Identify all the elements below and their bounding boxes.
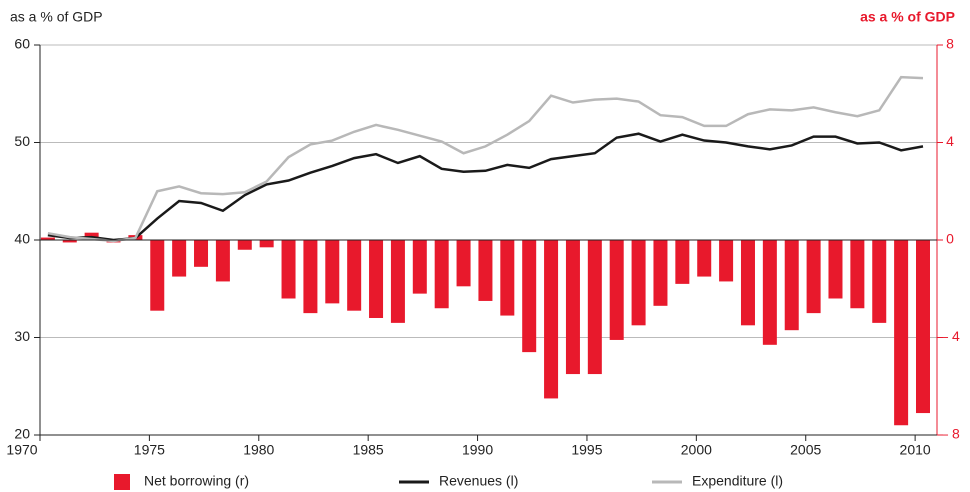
bar xyxy=(456,240,471,287)
bar xyxy=(62,240,77,243)
x-tick-label: 2005 xyxy=(790,442,821,458)
bar xyxy=(697,240,712,277)
y-tick-label: 40 xyxy=(14,231,30,247)
x-tick-label: 1995 xyxy=(571,442,602,458)
legend-label: Expenditure (l) xyxy=(692,473,783,489)
bar xyxy=(631,240,646,326)
bar xyxy=(347,240,362,311)
bar xyxy=(259,240,274,248)
bar xyxy=(806,240,821,314)
x-tick-label: 1975 xyxy=(134,442,165,458)
bar xyxy=(325,240,340,304)
bar xyxy=(412,240,427,294)
bar xyxy=(915,240,930,414)
y-axis-label: as a % of GDP xyxy=(10,9,103,25)
bar xyxy=(587,240,602,375)
bar xyxy=(215,240,230,282)
legend-label: Net borrowing (r) xyxy=(144,473,249,489)
bar xyxy=(150,240,165,311)
bar xyxy=(784,240,799,331)
bar xyxy=(303,240,318,314)
x-tick-label: 1970 xyxy=(6,442,37,458)
x-tick-label: 1990 xyxy=(462,442,493,458)
y-tick-label: 60 xyxy=(14,36,30,52)
bar xyxy=(478,240,493,301)
bar xyxy=(194,240,209,267)
bar xyxy=(850,240,865,309)
legend-swatch xyxy=(114,474,130,490)
y2-tick-label: 8 xyxy=(946,36,954,52)
y-tick-label: 50 xyxy=(14,133,30,149)
y2-tick-label: 0 xyxy=(946,231,954,247)
x-tick-label: 1980 xyxy=(243,442,274,458)
bar xyxy=(522,240,537,353)
bar xyxy=(740,240,755,326)
bar xyxy=(653,240,668,306)
bar xyxy=(390,240,405,323)
bar xyxy=(872,240,887,323)
bar xyxy=(434,240,449,309)
bar xyxy=(500,240,515,316)
bar xyxy=(237,240,252,250)
y2-axis-label: as a % of GDP xyxy=(860,9,955,25)
bar xyxy=(369,240,384,318)
bar xyxy=(894,240,909,426)
bar xyxy=(609,240,624,340)
bar xyxy=(281,240,296,299)
x-tick-label: 2010 xyxy=(900,442,931,458)
y2-tick-label: – 8 xyxy=(940,426,960,442)
legend-label: Revenues (l) xyxy=(439,473,518,489)
x-tick-label: 1985 xyxy=(353,442,384,458)
bar xyxy=(565,240,580,375)
bar xyxy=(40,237,55,240)
y-tick-label: 30 xyxy=(14,328,30,344)
bar xyxy=(828,240,843,299)
bar xyxy=(762,240,777,345)
bar xyxy=(719,240,734,282)
line xyxy=(47,132,924,242)
y-tick-label: 20 xyxy=(14,426,30,442)
y2-tick-label: – 4 xyxy=(940,328,960,344)
x-tick-label: 2000 xyxy=(681,442,712,458)
bar xyxy=(675,240,690,284)
bar xyxy=(544,240,559,399)
y2-tick-label: 4 xyxy=(946,133,954,149)
line xyxy=(47,75,924,243)
bar xyxy=(172,240,187,277)
